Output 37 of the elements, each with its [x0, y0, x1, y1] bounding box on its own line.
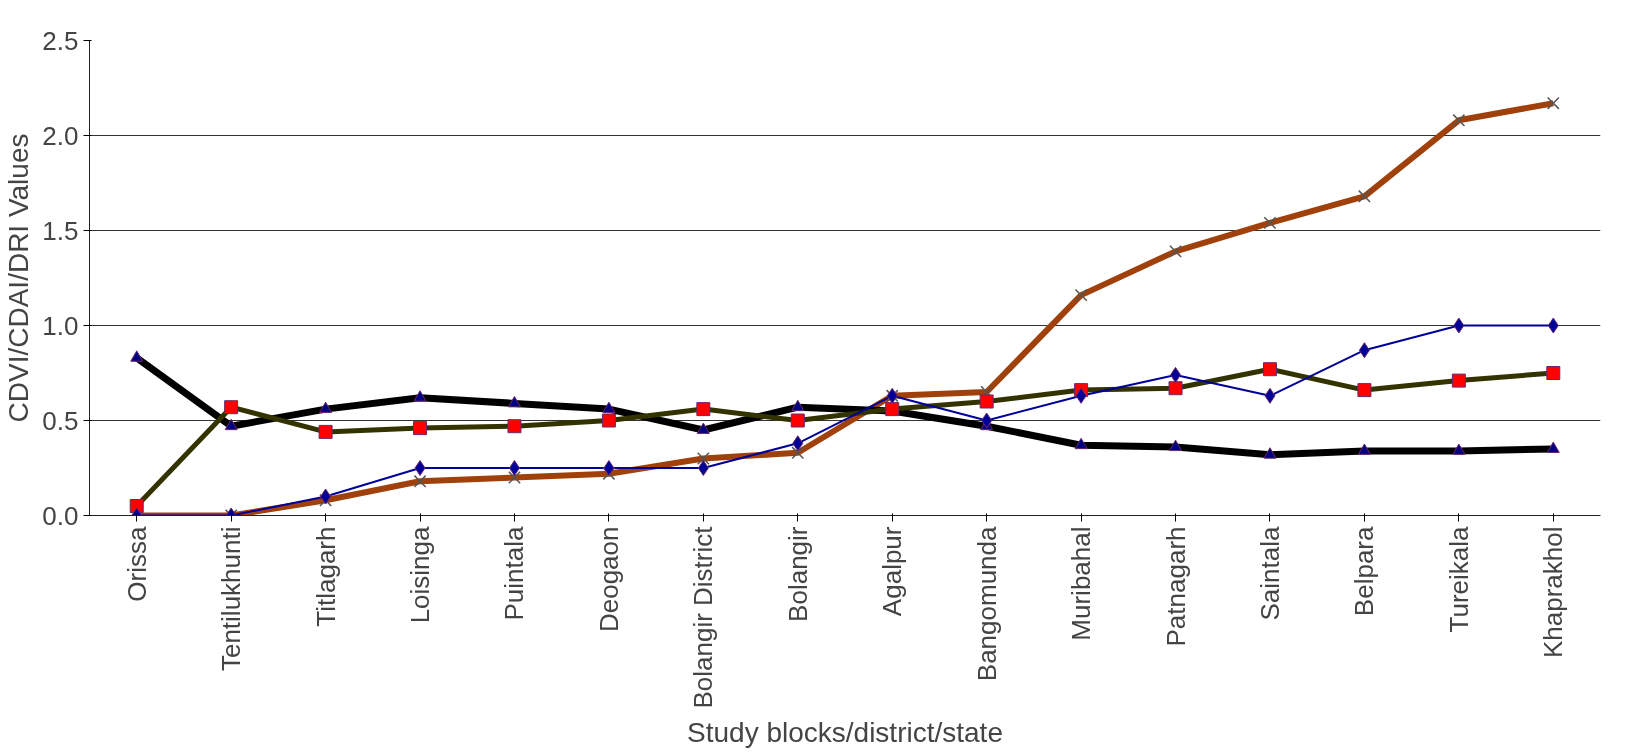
x-tick-label: Orissa — [121, 525, 152, 602]
x-tick-label: Muribahal — [1066, 526, 1097, 641]
x-tick-label: Tureikala — [1443, 525, 1474, 633]
point — [1547, 317, 1559, 334]
point — [792, 435, 804, 452]
x-tick-label: Bolangir — [782, 526, 813, 622]
point — [320, 488, 332, 505]
x-tick-label: Khaprakhol — [1538, 526, 1569, 659]
x-tick-label: Bolangir District — [688, 525, 719, 709]
point — [1170, 366, 1182, 383]
point — [1358, 342, 1370, 359]
y-axis-title: CDVI/CDAI/DRI Values — [3, 133, 35, 423]
y-tick-label: 2.5 — [42, 25, 79, 56]
x-tick-label: Puintala — [499, 525, 530, 621]
x-tick-label: Belpara — [1349, 525, 1380, 617]
x-tick-label: Loisinga — [405, 525, 436, 624]
x-tick-label: Tentilukhunti — [216, 526, 247, 672]
point — [1075, 387, 1087, 404]
y-tick-label: 2.0 — [42, 120, 79, 151]
x-tick-label: Titlagarh — [310, 526, 341, 627]
y-tick-label: 1.0 — [42, 310, 79, 341]
x-tick-label: Bangomunda — [971, 525, 1002, 682]
point — [1264, 387, 1276, 404]
point — [981, 412, 993, 429]
x-axis-title: Study blocks/district/state — [687, 716, 1003, 748]
point — [414, 460, 426, 476]
point — [1453, 317, 1465, 334]
point — [508, 460, 520, 476]
y-tick-label: 0.5 — [42, 405, 79, 436]
point — [697, 460, 709, 476]
point — [603, 460, 615, 476]
x-tick-label: Saintala — [1254, 525, 1285, 621]
x-tick-label: Agalpur — [877, 526, 908, 617]
y-tick-label: 1.5 — [42, 215, 79, 246]
x-tick-label: Patnagarh — [1160, 526, 1191, 647]
x-tick-label: Deogaon — [593, 526, 624, 633]
y-tick-label: 0.0 — [42, 500, 79, 531]
